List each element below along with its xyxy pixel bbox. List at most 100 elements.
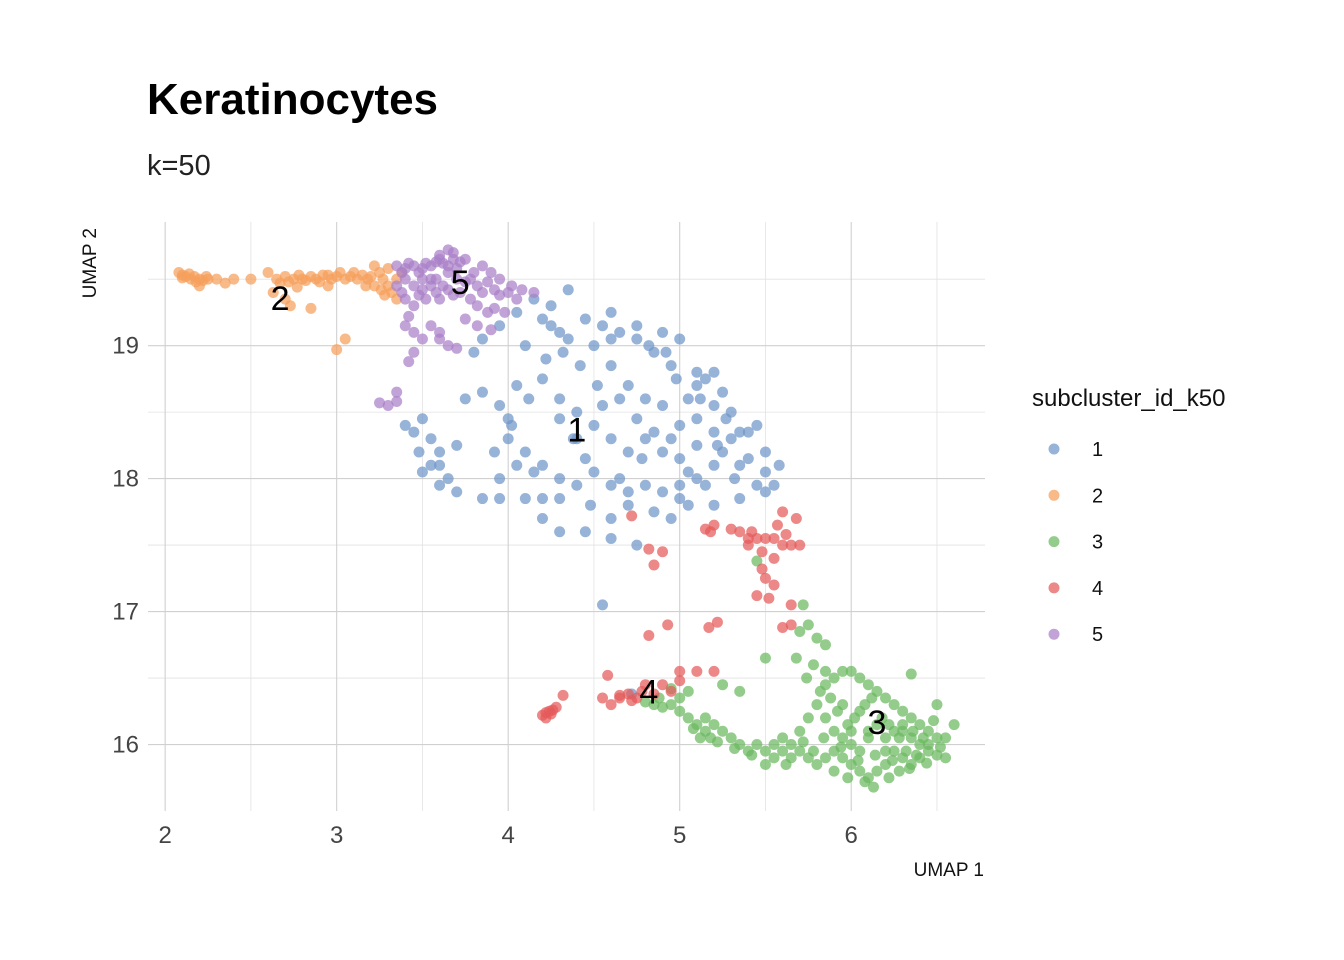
data-point-cluster-3 xyxy=(794,725,806,737)
data-point-cluster-1 xyxy=(502,433,514,445)
data-point-cluster-1 xyxy=(519,493,531,505)
data-point-cluster-1 xyxy=(631,320,643,332)
data-point-cluster-3 xyxy=(818,732,830,744)
data-point-cluster-1 xyxy=(494,493,506,505)
data-point-cluster-1 xyxy=(494,320,506,332)
data-point-cluster-1 xyxy=(425,433,437,445)
data-point-cluster-5 xyxy=(482,276,494,288)
data-point-cluster-3 xyxy=(835,741,847,753)
data-point-cluster-1 xyxy=(614,393,626,405)
data-point-cluster-3 xyxy=(883,719,895,731)
legend-key-1 xyxy=(1048,443,1060,455)
data-point-cluster-1 xyxy=(579,453,591,465)
data-point-cluster-3 xyxy=(657,701,669,713)
data-point-cluster-3 xyxy=(886,754,898,766)
data-point-cluster-4 xyxy=(708,665,720,677)
data-point-cluster-3 xyxy=(859,699,871,711)
data-point-cluster-3 xyxy=(845,665,857,677)
data-point-cluster-1 xyxy=(571,406,583,418)
data-point-cluster-1 xyxy=(708,499,720,511)
data-point-cluster-1 xyxy=(699,479,711,491)
data-point-cluster-3 xyxy=(921,757,933,769)
data-point-cluster-5 xyxy=(434,249,446,261)
data-point-cluster-3 xyxy=(934,741,946,753)
data-point-cluster-3 xyxy=(717,725,729,737)
data-point-cluster-1 xyxy=(711,439,723,451)
data-point-cluster-3 xyxy=(746,749,758,761)
data-point-cluster-2 xyxy=(331,344,343,356)
data-point-cluster-1 xyxy=(588,340,600,352)
data-point-cluster-3 xyxy=(866,692,878,704)
data-point-cluster-4 xyxy=(785,599,797,611)
data-point-cluster-4 xyxy=(725,523,737,535)
data-point-cluster-5 xyxy=(403,310,415,322)
data-point-cluster-3 xyxy=(777,745,789,757)
data-point-cluster-1 xyxy=(536,313,548,325)
legend-label-4: 4 xyxy=(1092,578,1103,600)
cluster-label-5: 5 xyxy=(451,264,470,302)
data-point-cluster-1 xyxy=(459,393,471,405)
data-point-cluster-3 xyxy=(828,725,840,737)
data-point-cluster-5 xyxy=(454,286,466,298)
data-point-cluster-1 xyxy=(657,326,669,338)
data-point-cluster-2 xyxy=(228,273,240,285)
data-point-cluster-1 xyxy=(528,466,540,478)
data-point-cluster-5 xyxy=(434,293,446,305)
data-point-cluster-4 xyxy=(759,532,771,544)
data-point-cluster-3 xyxy=(849,712,861,724)
data-point-cluster-5 xyxy=(447,247,459,259)
data-point-cluster-3 xyxy=(768,752,780,764)
data-point-cluster-3 xyxy=(811,699,823,711)
data-point-cluster-1 xyxy=(734,459,746,471)
data-point-cluster-1 xyxy=(622,499,634,511)
data-point-cluster-1 xyxy=(605,333,617,345)
data-point-cluster-1 xyxy=(648,426,660,438)
data-point-cluster-4 xyxy=(780,528,792,540)
data-point-cluster-3 xyxy=(819,712,831,724)
data-point-cluster-1 xyxy=(562,333,574,345)
data-point-cluster-3 xyxy=(880,745,892,757)
data-point-cluster-2 xyxy=(339,333,351,345)
data-point-cluster-1 xyxy=(536,459,548,471)
data-point-cluster-5 xyxy=(374,397,386,409)
data-point-cluster-3 xyxy=(888,745,900,757)
data-point-cluster-1 xyxy=(574,360,586,372)
data-point-cluster-3 xyxy=(854,745,866,757)
data-point-cluster-3 xyxy=(807,659,819,671)
data-point-cluster-1 xyxy=(476,386,488,398)
data-point-cluster-4 xyxy=(763,592,775,604)
data-point-cluster-1 xyxy=(759,466,771,478)
data-point-cluster-1 xyxy=(545,300,557,312)
data-point-cluster-5 xyxy=(399,320,411,332)
data-point-cluster-1 xyxy=(708,426,720,438)
data-point-cluster-1 xyxy=(451,439,463,451)
data-point-cluster-1 xyxy=(557,346,569,358)
data-points xyxy=(173,244,960,793)
data-point-cluster-1 xyxy=(614,473,626,485)
data-point-cluster-3 xyxy=(917,732,929,744)
data-point-cluster-1 xyxy=(554,413,566,425)
data-point-cluster-2 xyxy=(375,284,387,296)
data-point-cluster-3 xyxy=(682,712,694,724)
data-point-cluster-3 xyxy=(694,732,706,744)
data-point-cluster-4 xyxy=(785,619,797,631)
data-point-cluster-3 xyxy=(868,781,880,793)
data-point-cluster-1 xyxy=(540,353,552,365)
data-point-cluster-4 xyxy=(614,689,626,701)
data-point-cluster-5 xyxy=(408,300,420,312)
data-point-cluster-2 xyxy=(279,293,291,305)
data-point-cluster-4 xyxy=(545,708,557,720)
data-point-cluster-3 xyxy=(862,679,874,691)
data-point-cluster-4 xyxy=(662,619,674,631)
data-point-cluster-3 xyxy=(914,719,926,731)
data-point-cluster-2 xyxy=(190,276,202,288)
data-point-cluster-1 xyxy=(442,473,454,485)
data-point-cluster-3 xyxy=(828,765,840,777)
data-point-cluster-3 xyxy=(811,758,823,770)
data-point-cluster-1 xyxy=(657,486,669,498)
data-point-cluster-3 xyxy=(907,725,919,737)
data-point-cluster-1 xyxy=(708,366,720,378)
data-point-cluster-3 xyxy=(777,732,789,744)
data-point-cluster-5 xyxy=(451,273,463,285)
